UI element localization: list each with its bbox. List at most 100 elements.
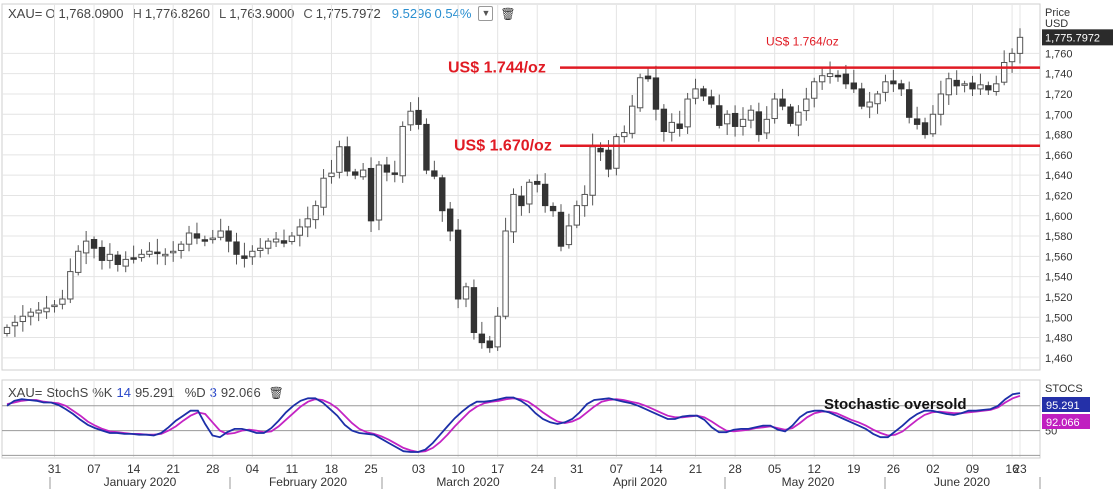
candle-body [162,253,169,257]
candle-body [874,93,881,105]
candle-body [636,77,644,109]
candle-body [3,326,11,334]
candle-body [549,205,557,212]
candle-body [644,75,652,80]
candle-body [747,109,755,121]
x-day-label: 24 [531,462,545,476]
low-value: 1,763.9000 [229,6,295,21]
candle-body [312,205,319,221]
candle-body [122,258,129,267]
candle-body [35,309,42,314]
candle-body [423,123,430,171]
stoch-k-line [6,392,1021,453]
y-tick-label: 1,660 [1045,150,1073,162]
candle-body [217,230,224,238]
trash-icon[interactable]: 🗑 [268,385,284,400]
candle-body [336,146,343,173]
x-month-label: June 2020 [934,475,990,489]
stoch-k-period: 14 [116,385,131,400]
candle-body [882,81,889,93]
price-legend: XAU= O 1,768.0900 H 1,776.8260 L 1,763.9… [8,6,516,21]
x-day-label: 04 [246,462,260,476]
stoch-axis-title: STOCS [1045,383,1083,395]
high-value: 1,776.8260 [144,6,210,21]
candle-body [937,93,945,115]
stoch-d-value: 92.066 [220,385,261,400]
x-day-label: 14 [649,462,663,476]
x-day-label: 26 [887,462,901,476]
x-month-label: March 2020 [436,475,500,489]
candle-body [597,147,604,153]
x-day-label: 16 [1005,462,1019,476]
y-tick-label: 1,540 [1045,272,1073,284]
candle-body [249,250,256,258]
candle-body [367,167,375,222]
x-day-label: 21 [167,462,181,476]
candle-body [225,230,232,242]
candle-body [288,235,296,243]
x-day-label: 03 [412,462,426,476]
x-day-label: 07 [610,462,624,476]
candle-body [913,118,921,125]
candle-body [581,193,588,207]
chevron-down-icon[interactable]: ▼ [478,6,494,21]
candle-body [478,333,486,344]
candle-body [138,253,145,259]
candle-body [1016,36,1024,54]
candle-body [866,101,873,108]
candle-body [280,240,288,244]
candle-body [344,146,351,172]
candle-body [660,108,668,133]
x-day-label: 23 [1013,462,1027,476]
candle-body [264,240,272,249]
change-value: 9.5296 [391,6,432,21]
candle-body [921,122,929,136]
candle-body [977,84,984,90]
candle-body [486,340,493,349]
stoch-panel-frame [1,379,1041,459]
candle-body [27,311,34,317]
y-tick-label: 1,580 [1045,231,1073,243]
candle-body [304,218,311,228]
candle-body [114,254,121,265]
y-tick-label: 1,760 [1045,48,1073,60]
y-tick-label: 1,500 [1045,312,1073,324]
candle-body [763,118,770,134]
stoch-k-label: %K [92,385,113,400]
x-day-label: 05 [768,462,782,476]
candle-body [233,241,240,255]
x-month-label: May 2020 [782,475,835,489]
candle-body [241,255,248,259]
candle-body [296,226,304,236]
candle-body [676,123,683,129]
candle-body [170,250,177,254]
y-tick-label: 1,680 [1045,130,1073,142]
candle-body [589,146,596,196]
candle-body [779,98,786,107]
candle-body [391,172,398,175]
x-day-label: 10 [451,462,465,476]
stochastic-legend: XAU= StochS %K 14 95.291 %D 3 92.066 🗑 [8,385,284,400]
candle-body [723,113,731,125]
candle-body [383,164,391,173]
candle-body [787,106,794,124]
candle-body [953,79,960,87]
price-panel-frame [1,3,1041,371]
y-tick-label: 1,520 [1045,292,1073,304]
trash-icon[interactable]: 🗑 [500,6,516,21]
stoch-annotation: Stochastic oversold [824,396,967,413]
candle-body [193,233,201,239]
candle-body [668,121,675,133]
candle-body [929,113,937,135]
candle-body [526,181,533,205]
candle-body [518,195,525,207]
y-tick-label: 1,700 [1045,109,1073,121]
candle-body [82,240,90,254]
last-price-tag [1042,29,1113,46]
x-day-label: 02 [926,462,940,476]
x-day-label: 07 [87,462,101,476]
candle-body [557,211,565,247]
candle-body [454,229,462,300]
candle-body [993,83,1000,93]
